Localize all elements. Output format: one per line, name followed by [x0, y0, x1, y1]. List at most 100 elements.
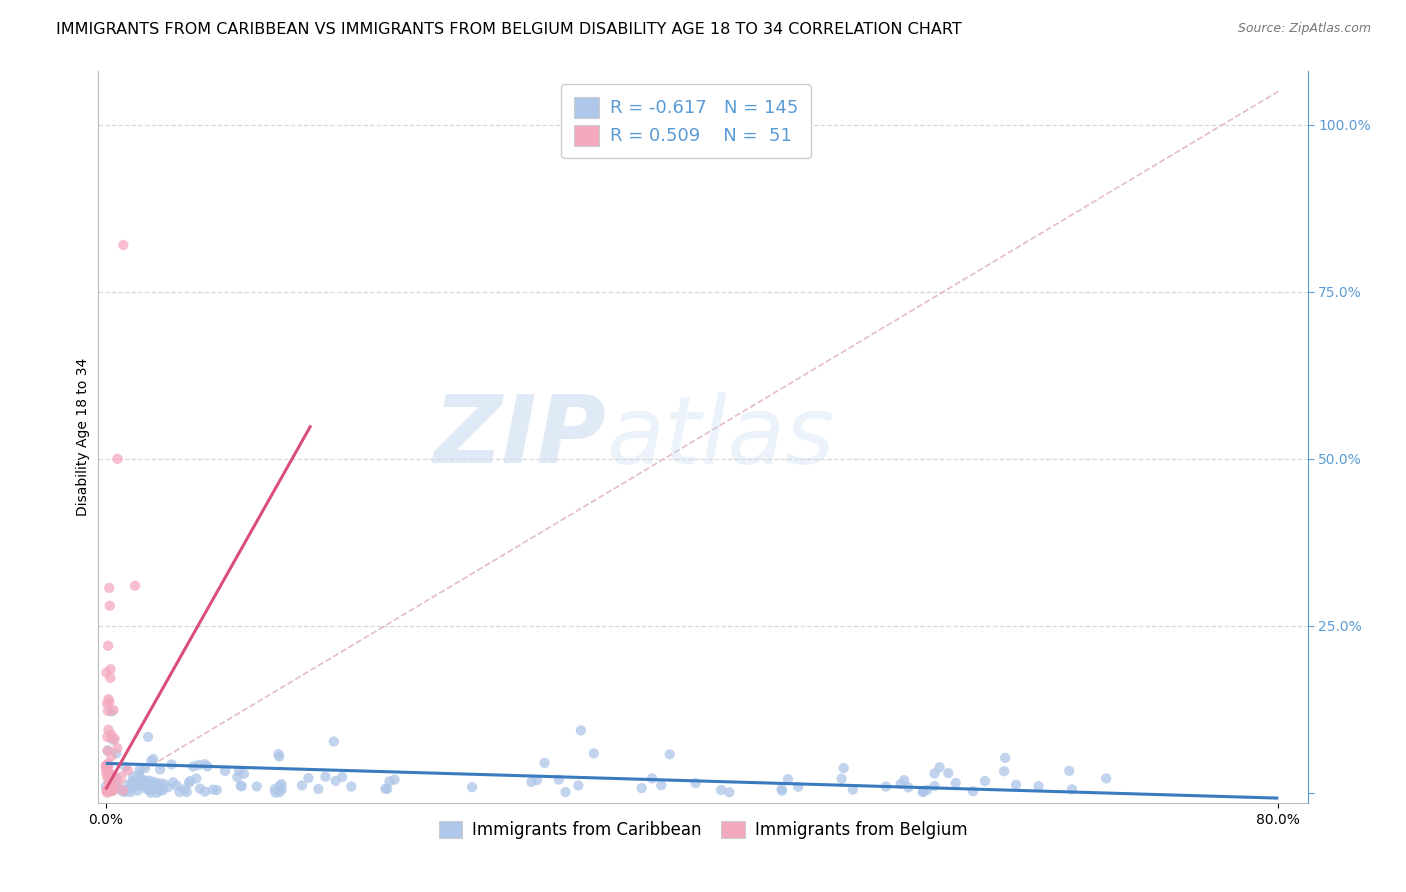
Point: [181, 759, 204, 773]
Point: [567, 779, 589, 793]
Point: [162, 775, 184, 789]
Point: [107, 451, 129, 466]
Point: [100, 779, 122, 793]
Point: [897, 780, 920, 795]
Point: [263, 782, 285, 797]
Point: [97, 743, 120, 757]
Point: [630, 781, 652, 796]
Point: [96, 782, 118, 797]
Point: [157, 780, 180, 795]
Point: [994, 751, 1017, 765]
Point: [228, 764, 250, 778]
Point: [176, 785, 198, 799]
Point: [787, 780, 810, 794]
Point: [100, 662, 122, 676]
Text: atlas: atlas: [606, 392, 835, 483]
Point: [100, 727, 122, 741]
Point: [936, 766, 959, 780]
Point: [100, 772, 122, 786]
Point: [128, 763, 150, 777]
Point: [945, 776, 967, 790]
Point: [100, 767, 122, 781]
Point: [554, 785, 576, 799]
Point: [94, 758, 117, 772]
Point: [270, 782, 292, 797]
Point: [384, 772, 406, 787]
Point: [658, 747, 681, 762]
Point: [202, 782, 225, 797]
Point: [186, 772, 208, 786]
Point: [97, 758, 120, 772]
Point: [264, 786, 287, 800]
Point: [122, 769, 145, 783]
Point: [924, 779, 946, 793]
Point: [96, 730, 118, 744]
Point: [114, 785, 136, 799]
Point: [270, 777, 292, 791]
Point: [105, 771, 128, 785]
Point: [291, 779, 314, 793]
Point: [890, 777, 912, 791]
Point: [96, 786, 118, 800]
Point: [97, 781, 120, 796]
Point: [98, 695, 121, 709]
Point: [107, 741, 129, 756]
Point: [177, 776, 200, 790]
Point: [111, 784, 134, 798]
Point: [105, 773, 128, 788]
Point: [152, 780, 174, 794]
Point: [97, 744, 120, 758]
Point: [105, 747, 128, 761]
Point: [169, 785, 191, 799]
Point: [100, 772, 122, 786]
Point: [134, 761, 156, 775]
Point: [974, 774, 997, 789]
Point: [1060, 782, 1083, 797]
Point: [97, 764, 120, 779]
Point: [100, 705, 122, 719]
Point: [831, 772, 853, 786]
Point: [770, 783, 793, 797]
Point: [267, 747, 290, 761]
Point: [229, 779, 252, 793]
Point: [770, 781, 793, 796]
Point: [378, 774, 401, 789]
Point: [269, 779, 291, 793]
Point: [145, 780, 167, 795]
Point: [128, 768, 150, 782]
Point: [96, 761, 118, 775]
Point: [912, 784, 935, 798]
Point: [121, 779, 143, 793]
Point: [650, 778, 672, 792]
Point: [101, 769, 124, 783]
Point: [149, 776, 172, 790]
Legend: Immigrants from Caribbean, Immigrants from Belgium: Immigrants from Caribbean, Immigrants fr…: [432, 814, 974, 846]
Point: [205, 783, 228, 797]
Point: [330, 770, 353, 784]
Text: IMMIGRANTS FROM CARIBBEAN VS IMMIGRANTS FROM BELGIUM DISABILITY AGE 18 TO 34 COR: IMMIGRANTS FROM CARIBBEAN VS IMMIGRANTS …: [56, 22, 962, 37]
Point: [307, 782, 329, 797]
Point: [96, 665, 118, 680]
Point: [142, 776, 165, 790]
Point: [710, 783, 733, 797]
Point: [110, 782, 132, 797]
Point: [97, 781, 120, 796]
Point: [96, 697, 118, 711]
Point: [153, 777, 176, 791]
Point: [832, 761, 855, 775]
Point: [269, 749, 291, 764]
Point: [375, 781, 398, 796]
Point: [188, 781, 211, 796]
Point: [97, 692, 120, 706]
Point: [94, 760, 117, 774]
Point: [101, 783, 124, 797]
Point: [143, 775, 166, 789]
Point: [103, 781, 125, 796]
Point: [97, 775, 120, 789]
Point: [101, 784, 124, 798]
Point: [912, 785, 935, 799]
Point: [111, 783, 134, 797]
Point: [226, 770, 249, 784]
Point: [533, 756, 555, 770]
Point: [139, 786, 162, 800]
